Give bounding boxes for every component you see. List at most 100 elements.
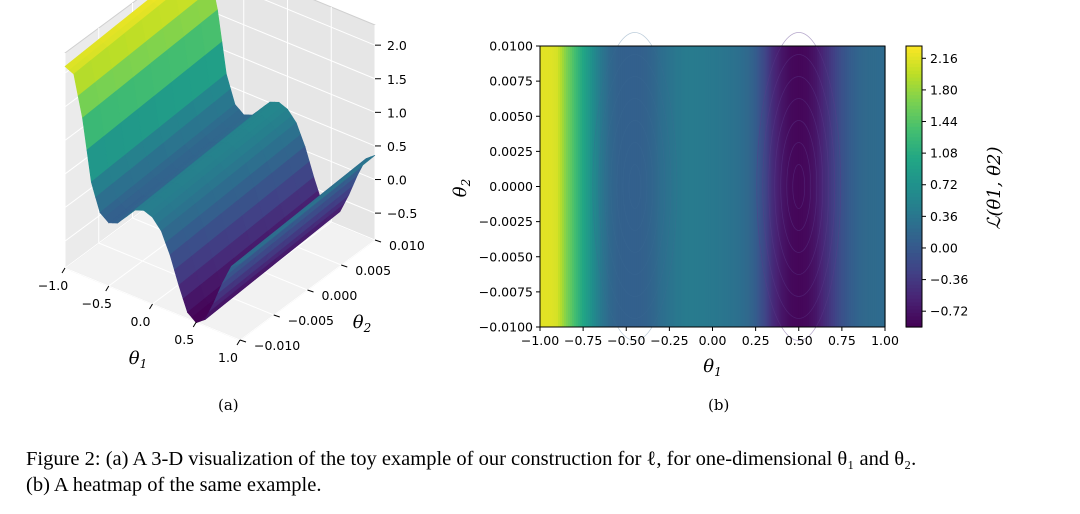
heatmap-column xyxy=(716,46,720,327)
heatmap-column xyxy=(656,46,659,327)
contour-ring xyxy=(610,98,660,275)
colorbar-swatch xyxy=(906,147,922,152)
colorbar-swatch xyxy=(906,316,922,321)
y-tick-label: 0.0100 xyxy=(489,39,533,54)
contour-ring xyxy=(622,142,648,231)
colorbar-swatch xyxy=(906,119,922,124)
heatmap-column xyxy=(672,46,675,327)
axis-ticks: −1.0 −0.5 0.0 0.5 1.0 −0.010 −0.005 0.000 0.005 0… xyxy=(38,38,425,365)
x-tick-label: −0.75 xyxy=(564,333,602,348)
heatmap-column xyxy=(576,46,579,327)
colorbar-swatch xyxy=(906,274,922,279)
colorbar-swatch xyxy=(906,302,922,307)
heatmap-column xyxy=(842,46,846,327)
colorbar-swatch xyxy=(906,88,922,93)
heatmap-column xyxy=(744,46,748,327)
heatmap-column xyxy=(754,46,758,327)
heatmap-column xyxy=(594,46,597,327)
y-tick-label: 0.010 xyxy=(389,238,425,253)
y-tick xyxy=(239,339,247,343)
heatmap-column xyxy=(692,46,696,327)
colorbar-swatch xyxy=(906,253,922,258)
colorbar-swatch xyxy=(906,225,922,230)
contour-ring xyxy=(774,98,824,275)
colorbar-tick-label: 0.00 xyxy=(930,240,958,255)
colorbar-swatch xyxy=(906,161,922,167)
heatmap-column xyxy=(628,46,631,327)
heatmap-column xyxy=(698,46,702,327)
loss-surface xyxy=(64,0,376,324)
colorbar-swatch xyxy=(906,246,922,251)
heatmap-column xyxy=(870,46,874,327)
heatmap-column xyxy=(850,46,854,327)
colorbar-swatch xyxy=(906,56,922,61)
heatmap-column xyxy=(804,46,808,327)
colorbar-swatch xyxy=(906,151,922,156)
heatmap-column xyxy=(824,46,828,327)
heatmap-column xyxy=(694,46,698,327)
heatmap-column xyxy=(732,46,736,327)
z-tick-label: 1.0 xyxy=(387,105,407,120)
heatmap-column xyxy=(818,46,822,327)
heatmap-column xyxy=(586,46,589,327)
colorbar-swatch xyxy=(906,260,922,265)
heatmap-column xyxy=(624,46,627,327)
heatmap-column xyxy=(684,46,688,327)
heatmap-column xyxy=(866,46,870,327)
x-tick xyxy=(149,303,153,310)
heatmap-column xyxy=(788,46,792,327)
colorbar-swatch xyxy=(906,137,922,142)
x-tick-label: 0.00 xyxy=(699,333,727,348)
y-tick-label: 0.0075 xyxy=(489,74,533,89)
y-tick xyxy=(341,264,348,268)
heatmap-column xyxy=(626,46,629,327)
panel-a-label: (a) xyxy=(218,396,239,414)
heatmap-column xyxy=(848,46,852,327)
colorbar-swatch xyxy=(906,249,922,254)
heatmap-column xyxy=(550,46,553,327)
heatmap-column xyxy=(666,46,669,327)
heatmap-column xyxy=(802,46,806,327)
heatmap-column xyxy=(616,46,619,327)
colorbar-swatch xyxy=(906,123,922,128)
grid-line xyxy=(199,39,376,113)
x-tick-label: 0.50 xyxy=(785,333,813,348)
heatmap-column xyxy=(746,46,750,327)
heatmap-column xyxy=(604,46,607,327)
colorbar-swatch xyxy=(906,277,922,282)
colorbar-swatch xyxy=(906,242,922,247)
colorbar-swatch xyxy=(906,105,922,110)
y-tick-label: 0.005 xyxy=(355,263,391,278)
y-tick-label: 0.0000 xyxy=(489,179,533,194)
heatmap-column xyxy=(540,46,543,327)
colorbar-swatch xyxy=(906,270,922,275)
heatmap-column xyxy=(688,46,692,327)
heatmap-column xyxy=(730,46,734,327)
heatmap-column xyxy=(650,46,653,327)
heatmap-column xyxy=(580,46,583,327)
heatmap-column xyxy=(806,46,810,327)
heatmap-column xyxy=(544,46,547,327)
heatmap-column xyxy=(618,46,621,327)
heatmap-column xyxy=(646,46,649,327)
heatmap-column xyxy=(566,46,569,327)
heatmap-column xyxy=(574,46,577,327)
colorbar-swatch xyxy=(906,214,922,219)
heatmap-column xyxy=(602,46,605,327)
x-tick-label: 1.0 xyxy=(218,350,238,365)
heatmap-column xyxy=(872,46,876,327)
heatmap-column xyxy=(600,46,603,327)
colorbar-swatch xyxy=(906,49,922,54)
colorbar-tick-label: −0.36 xyxy=(930,272,968,287)
heatmap-column xyxy=(822,46,826,327)
heatmap-column xyxy=(638,46,641,327)
colorbar-swatch xyxy=(906,158,922,163)
heatmap-column xyxy=(840,46,844,327)
colorbar-swatch xyxy=(906,291,922,296)
heatmap-column xyxy=(654,46,657,327)
caption-line-2: (b) A heatmap of the same example. xyxy=(26,474,322,496)
heatmap-column xyxy=(790,46,794,327)
heatmap-column xyxy=(862,46,866,327)
z-tick-label: 2.0 xyxy=(387,38,407,53)
heatmap-column xyxy=(776,46,780,327)
